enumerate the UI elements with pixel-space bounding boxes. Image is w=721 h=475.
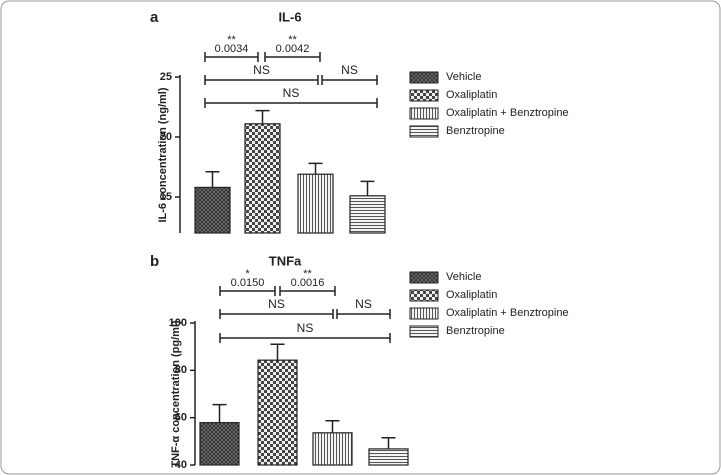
- p-value: 0.0150: [231, 277, 265, 289]
- y-tick-label: 15: [160, 191, 172, 203]
- significance-bracket: [204, 98, 378, 108]
- bar: [257, 359, 298, 466]
- significance-bracket: [321, 75, 378, 85]
- significance-stars: **: [303, 268, 312, 280]
- bar: [349, 195, 386, 234]
- significance-stars: **: [288, 34, 297, 46]
- ns-label: NS: [355, 297, 372, 311]
- bar: [199, 422, 240, 466]
- legend-label: Vehicle: [446, 71, 481, 83]
- panel-label: a: [150, 9, 159, 26]
- significance-bracket: [219, 333, 391, 343]
- y-tick-label: 100: [169, 317, 187, 329]
- p-value: 0.0034: [215, 43, 249, 55]
- y-tick-label: 60: [175, 412, 187, 424]
- error-bar: [381, 437, 396, 449]
- legend-label: Benztropine: [446, 125, 505, 137]
- chart-title: TNFa: [269, 253, 302, 268]
- ns-label: NS: [283, 86, 300, 100]
- legend-label: Oxaliplatin: [446, 289, 497, 301]
- legend-swatch: [409, 271, 439, 284]
- p-value: 0.0016: [291, 277, 325, 289]
- chart-title: IL-6: [278, 9, 301, 24]
- significance-stars: **: [227, 34, 236, 46]
- legend-swatch: [409, 125, 439, 138]
- legend-label: Benztropine: [446, 325, 505, 337]
- legend-label: Vehicle: [446, 271, 481, 283]
- legend-label: Oxaliplatin + Benztropine: [446, 107, 569, 119]
- error-bar: [212, 403, 227, 423]
- y-tick-label: 25: [160, 71, 172, 83]
- significance-bracket: [204, 75, 319, 85]
- error-bar: [270, 343, 285, 361]
- legend-swatch: [409, 325, 439, 338]
- error-bar: [255, 109, 270, 124]
- bar: [297, 173, 334, 234]
- legend-swatch: [409, 307, 439, 320]
- y-tick-label: 40: [175, 459, 187, 471]
- ns-label: NS: [268, 297, 285, 311]
- significance-bracket: [219, 286, 276, 296]
- y-tick-label: 80: [175, 364, 187, 376]
- legend-swatch: [409, 71, 439, 84]
- p-value: 0.0042: [276, 43, 310, 55]
- significance-stars: *: [245, 268, 250, 280]
- significance-bracket: [279, 286, 336, 296]
- legend-swatch: [409, 89, 439, 102]
- legend-label: Oxaliplatin: [446, 89, 497, 101]
- y-tick-label: 20: [160, 131, 172, 143]
- bar: [368, 448, 409, 466]
- error-bar: [308, 162, 323, 175]
- significance-bracket: [336, 309, 391, 319]
- significance-bracket: [219, 309, 334, 319]
- ns-label: NS: [341, 63, 358, 77]
- error-bar: [205, 171, 220, 188]
- bar: [194, 186, 231, 234]
- panel-label: b: [150, 253, 159, 270]
- error-bar: [325, 419, 340, 433]
- legend-swatch: [409, 289, 439, 302]
- bar: [312, 432, 353, 466]
- bar: [244, 123, 281, 234]
- y-axis-label: IL-6 concentration (ng/ml): [157, 87, 169, 222]
- legend-swatch: [409, 107, 439, 120]
- significance-bracket: [264, 52, 321, 62]
- legend-label: Oxaliplatin + Benztropine: [446, 307, 569, 319]
- significance-bracket: [204, 52, 259, 62]
- error-bar: [360, 180, 375, 196]
- y-axis-label: TNF-α concentration (pg/ml): [170, 320, 182, 468]
- ns-label: NS: [253, 63, 270, 77]
- ns-label: NS: [297, 321, 314, 335]
